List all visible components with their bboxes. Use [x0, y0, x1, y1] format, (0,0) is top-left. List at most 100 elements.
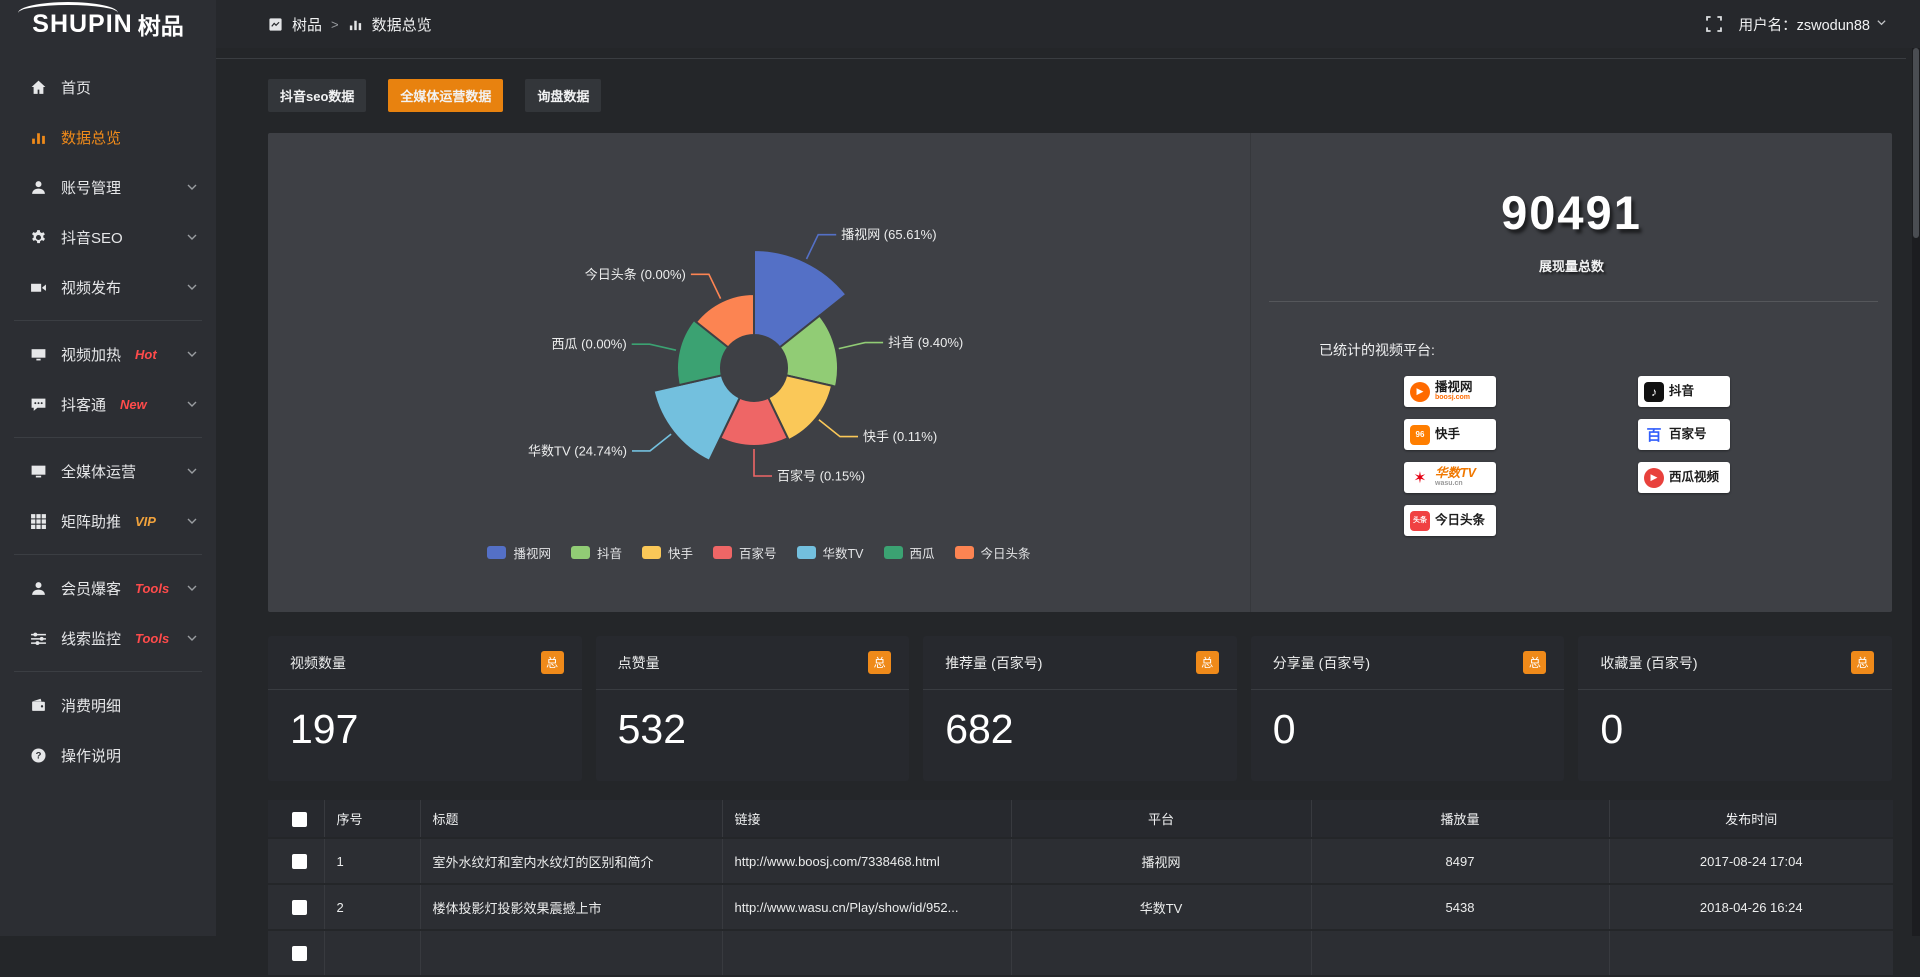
sidebar-item-clue-monitor[interactable]: 线索监控 Tools	[0, 613, 216, 663]
sidebar-item-account-manage[interactable]: 账号管理	[0, 162, 216, 212]
chevron-down-icon	[186, 398, 198, 410]
scrollbar-thumb[interactable]	[1913, 48, 1919, 238]
pie-chart-area: 播视网 (65.61%) 抖音 (9.40%) 快手 (0.11%) 百家号 (…	[268, 133, 1250, 612]
scrollbar-track[interactable]	[1912, 0, 1920, 936]
chart-legend: 播视网 抖音 快手 百家号 华数TV 西瓜 今日头条	[268, 543, 1250, 562]
platform-badges: ▶ 播视网 boosj.com 96 快手 ✶ 华数TV wasu.cn 头条 今日…	[1404, 376, 1892, 536]
pie-slice-今日头条[interactable]	[694, 292, 755, 349]
overview-panel: 播视网 (65.61%) 抖音 (9.40%) 快手 (0.11%) 百家号 (…	[268, 133, 1892, 612]
breadcrumb-current[interactable]: 数据总览	[371, 16, 432, 34]
sidebar-badge-video-heat: Hot	[135, 346, 157, 362]
legend-chip	[796, 546, 816, 559]
sidebar-item-matrix-boost[interactable]: 矩阵助推 VIP	[0, 496, 216, 546]
pie-label-line	[631, 343, 677, 351]
pie-slice-播视网[interactable]	[753, 248, 848, 349]
sidebar-item-spend-detail[interactable]: 消费明细	[0, 680, 216, 730]
logo-arc	[18, 2, 118, 13]
row-checkbox[interactable]	[292, 900, 307, 916]
table-row-partial	[268, 930, 1893, 977]
legend-chip	[954, 546, 974, 559]
pie-label: 西瓜 (0.00%)	[552, 337, 627, 352]
sidebar-badge-matrix-boost: VIP	[135, 513, 156, 529]
sidebar-item-data-overview[interactable]: 数据总览	[0, 112, 216, 162]
pie-label: 百家号 (0.15%)	[777, 469, 865, 484]
tab-omni-media-data[interactable]: 全媒体运营数据	[388, 79, 504, 112]
sidebar-item-omni-media[interactable]: 全媒体运营	[0, 446, 216, 496]
pie-slice-华数TV[interactable]	[652, 374, 742, 463]
platform-name: 西瓜视频	[1669, 469, 1720, 484]
header-divider	[216, 58, 1906, 59]
stat-card-0: 视频数量 总 197	[268, 636, 582, 781]
screen-icon	[30, 346, 47, 363]
sidebar-divider	[14, 671, 202, 672]
cell-views: 8497	[1311, 838, 1610, 885]
sidebar-item-label: 账号管理	[61, 179, 122, 197]
select-all-checkbox[interactable]	[292, 811, 307, 827]
cell-link[interactable]: http://www.wasu.cn/Play/show/id/952...	[722, 884, 1012, 931]
sidebar-item-label: 线索监控	[61, 630, 122, 648]
grid-icon	[30, 513, 47, 530]
stat-card-title: 收藏量 (百家号)	[1600, 654, 1698, 671]
pie-slice-西瓜[interactable]	[676, 318, 730, 387]
pie-label-line	[805, 233, 837, 260]
sidebar-item-member-burst[interactable]: 会员爆客 Tools	[0, 563, 216, 613]
legend-label: 西瓜	[909, 547, 935, 561]
kuaishou-logo-icon: 96	[1410, 424, 1430, 445]
tab-inquiry-data[interactable]: 询盘数据	[525, 79, 602, 112]
breadcrumb-root[interactable]: 树品	[292, 16, 323, 34]
platform-badge-wasu: ✶ 华数TV wasu.cn	[1404, 462, 1496, 493]
row-checkbox[interactable]	[292, 854, 307, 870]
total-badge: 总	[1195, 651, 1219, 674]
cell-title[interactable]: 楼体投影灯投影效果震撼上市	[420, 884, 723, 931]
legend-item-播视网[interactable]: 播视网	[487, 543, 551, 562]
tab-douyin-seo-data[interactable]: 抖音seo数据	[268, 79, 367, 112]
legend-item-百家号[interactable]: 百家号	[713, 543, 777, 562]
legend-item-华数TV[interactable]: 华数TV	[796, 543, 864, 562]
chevron-down-icon	[186, 348, 198, 360]
legend-label: 快手	[667, 547, 693, 561]
sidebar-item-douyin-seo[interactable]: 抖音SEO	[0, 212, 216, 262]
badge-column: ♪ 抖音 百 百家号 ▶ 西瓜视频	[1638, 376, 1730, 536]
user-menu[interactable]: 用户名：zswodun88	[1739, 14, 1887, 35]
legend-item-抖音[interactable]: 抖音	[570, 543, 622, 562]
chevron-down-icon	[186, 632, 198, 644]
sidebar-item-douketong[interactable]: 抖客通 New	[0, 379, 216, 429]
topbar-right: 用户名：zswodun88	[1705, 14, 1920, 35]
pie-label: 抖音 (9.40%)	[888, 335, 963, 350]
pie-slice-快手[interactable]	[766, 374, 834, 442]
legend-label: 华数TV	[822, 547, 864, 561]
cell-seq: 1	[324, 838, 421, 885]
cell-platform: 播视网	[1011, 838, 1312, 885]
breadcrumb-separator: >	[331, 16, 339, 32]
legend-item-今日头条[interactable]: 今日头条	[954, 543, 1031, 562]
sidebar-item-video-heat[interactable]: 视频加热 Hot	[0, 329, 216, 379]
sidebar-item-help-doc[interactable]: ? 操作说明	[0, 730, 216, 780]
platform-badge-xigua: ▶ 西瓜视频	[1638, 462, 1730, 493]
chevron-down-icon	[186, 582, 198, 594]
pie-label-line	[690, 273, 722, 299]
sidebar-item-label: 视频加热	[61, 346, 122, 364]
cell-title[interactable]: 室外水纹灯和室内水纹灯的区别和简介	[420, 838, 723, 885]
sidebar-item-video-publish[interactable]: 视频发布	[0, 262, 216, 312]
platform-sub: wasu.cn	[1435, 480, 1463, 488]
pie-label: 今日头条 (0.00%)	[585, 267, 686, 282]
sidebar-item-home[interactable]: 首页	[0, 62, 216, 112]
legend-item-西瓜[interactable]: 西瓜	[883, 543, 935, 562]
chevron-down-icon	[1876, 16, 1887, 32]
stat-card-3: 分享量 (百家号) 总 0	[1250, 636, 1565, 781]
legend-item-快手[interactable]: 快手	[641, 543, 693, 562]
legend-label: 播视网	[513, 547, 551, 561]
app-square-icon	[268, 17, 283, 32]
header-checkbox-cell	[268, 800, 325, 839]
platform-badge-kuaishou: 96 快手	[1404, 419, 1496, 450]
camera-icon	[30, 279, 47, 296]
cell-time: 2017-08-24 17:04	[1609, 838, 1893, 885]
stat-card-value: 197	[290, 706, 359, 752]
cell-views: 5438	[1311, 884, 1610, 931]
stat-card-value: 0	[1272, 706, 1296, 752]
row-checkbox[interactable]	[292, 946, 307, 962]
fullscreen-icon[interactable]	[1705, 15, 1723, 33]
pie-slice-抖音[interactable]	[778, 314, 839, 388]
pie-label-line	[753, 449, 772, 477]
cell-link[interactable]: http://www.boosj.com/7338468.html	[722, 838, 1012, 885]
